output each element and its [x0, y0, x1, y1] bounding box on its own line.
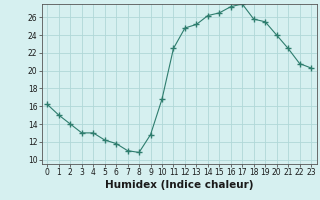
X-axis label: Humidex (Indice chaleur): Humidex (Indice chaleur)	[105, 180, 253, 190]
